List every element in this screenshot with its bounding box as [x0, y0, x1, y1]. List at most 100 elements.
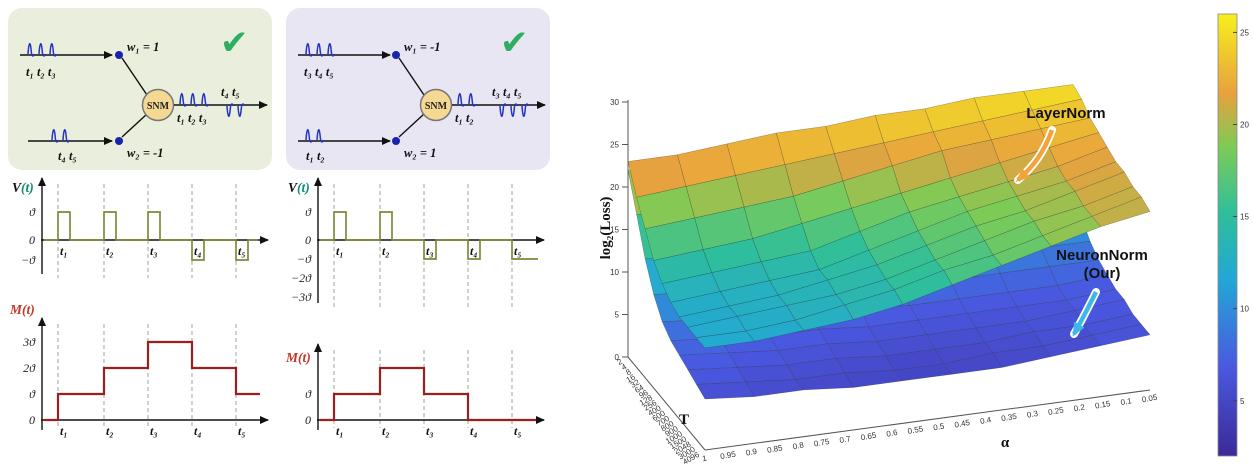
output-down-label: t₃ t₄ t₅: [492, 85, 522, 99]
plot-title: M(t): [9, 302, 35, 317]
panel-1-input-bottom: t₄ t₅ w₂ = -1: [28, 113, 163, 163]
alpha-tick-label: 1: [702, 454, 708, 464]
snm-node: SNM: [141, 88, 175, 122]
weight2-label: w₂ = -1: [127, 146, 163, 160]
colorbar-tick-label: 10: [1240, 305, 1249, 314]
snm-panel-1: ✔ t₁ t₂ t₃ w₁ = 1 t₄ t₅ w₂ = -1 SNM t₁ t…: [8, 8, 272, 170]
surface-cell: [818, 326, 878, 345]
connection-line: [121, 57, 148, 96]
surface-cell: [943, 352, 1003, 375]
neuronnorm-annotation: NeuronNorm: [1056, 247, 1148, 264]
x-tick-label: t₂: [106, 244, 114, 258]
surface-cell: [687, 367, 747, 385]
surface-cell: [827, 341, 887, 359]
z-tick-label: 30: [610, 98, 619, 107]
check-icon: ✔: [220, 23, 249, 63]
neuron-label: SNM: [425, 101, 448, 112]
alpha-tick-label: 0.7: [839, 434, 852, 445]
input-bottom-label: t₁ t₂: [306, 149, 325, 163]
colorbar-tick-label: 20: [1240, 121, 1249, 130]
alpha-tick-label: 0.2: [1073, 403, 1086, 414]
y-tick-label: −3ϑ: [291, 290, 312, 304]
t-tick-label: 2: [616, 357, 625, 367]
colorbar: 5 10 15 20 25: [1217, 13, 1249, 457]
synapse-dot: [115, 51, 123, 59]
x-tick-label: t₄: [470, 424, 478, 438]
x-tick-label: t₃: [426, 424, 434, 438]
x-tick-label: t₁: [60, 244, 68, 258]
layernorm-arrow-icon: [1015, 129, 1055, 182]
t-tick-label: 4: [620, 362, 629, 372]
x-tick-label: t₅: [514, 244, 522, 258]
z-tick-label: 15: [610, 226, 619, 235]
alpha-tick-label: 0.25: [1047, 405, 1064, 417]
x-tick-label: t₄: [194, 244, 202, 258]
z-tick-label: 5: [615, 311, 620, 320]
y-tick-label: 0: [305, 233, 311, 247]
z-tick-label: 20: [610, 183, 619, 192]
alpha-tick-label: 0.05: [1141, 393, 1158, 405]
y-tick-label: −2ϑ: [291, 271, 312, 285]
connection-line: [398, 57, 425, 96]
layernorm-annotation: LayerNorm: [1026, 105, 1105, 122]
alpha-tick-label: 0.4: [979, 415, 992, 426]
membrane-voltage-trace: [44, 211, 258, 261]
panel-2-input-bottom: t₁ t₂ w₂ = 1: [298, 113, 436, 163]
synapse-dot: [392, 51, 400, 59]
x-tick-label: t₅: [238, 244, 246, 258]
neuron-circle: [419, 88, 453, 122]
surface-cell: [844, 289, 904, 320]
surface-cell: [695, 330, 755, 349]
z-tick-label: 25: [610, 141, 619, 150]
neuron-label: SNM: [147, 101, 170, 112]
weight1-label: w₁ = -1: [404, 40, 440, 54]
surface-cell: [844, 370, 904, 388]
plot-title: V(t): [288, 180, 310, 195]
check-icon: ✔: [500, 23, 529, 63]
t-axis-label: T: [679, 412, 689, 428]
surface-cell: [835, 355, 895, 374]
x-tick-label: t₃: [150, 424, 158, 438]
colorbar-tick-label: 25: [1240, 28, 1249, 37]
plot-title: M(t): [285, 350, 311, 365]
output-up-label: t₁ t₂: [455, 111, 474, 125]
snm-panel-2: ✔ t₃ t₄ t₅ w₁ = -1 t₁ t₂ w₂ = 1 SNM t₁ t…: [286, 8, 550, 170]
neuronnorm-annotation: (Our): [1084, 265, 1121, 282]
x-tick-label: t₃: [150, 244, 158, 258]
memory-trace: [44, 340, 260, 422]
x-tick-label: t₁: [336, 244, 344, 258]
alpha-tick-label: 0.3: [1026, 409, 1039, 420]
alpha-tick-label: 0.85: [766, 443, 783, 455]
alpha-tick-label: 0.8: [792, 440, 805, 451]
alpha-tick-label: 0.65: [860, 431, 877, 443]
membrane-voltage-trace: [320, 211, 538, 260]
colorbar-gradient: [1217, 13, 1238, 457]
synapse-dot: [115, 137, 123, 145]
surface-layernorm: [627, 84, 1151, 349]
alpha-tick-label: 0.15: [1094, 399, 1111, 411]
surface-cell: [943, 254, 1003, 286]
synapse-dot: [392, 137, 400, 145]
panel-1-background: [8, 8, 272, 170]
y-tick-label: ϑ: [305, 387, 312, 401]
surface-cell: [893, 269, 953, 305]
surface-cell: [728, 350, 788, 368]
input-bottom-label: t₄ t₅: [58, 149, 77, 163]
y-tick-label: ϑ: [29, 205, 36, 219]
x-tick-label: t₂: [382, 424, 390, 438]
surface-cell: [678, 352, 738, 371]
z-axis-label: log₂(Loss): [600, 197, 614, 260]
y-tick-label: −ϑ: [297, 252, 312, 266]
y-tick-label: 3ϑ: [22, 335, 36, 349]
alpha-tick-label: 0.1: [1120, 396, 1133, 407]
panel-2-input-top: t₃ t₄ t₅ w₁ = -1: [298, 40, 440, 96]
y-tick-label: −ϑ: [21, 253, 36, 267]
z-axis: 0 5 10 15 20 25 30 log₂(Loss): [600, 98, 629, 362]
colorbar-tick-label: 15: [1240, 213, 1249, 222]
y-tick-label: 0: [29, 233, 35, 247]
x-tick-label: t₁: [60, 424, 68, 438]
z-tick-label: 0: [615, 353, 620, 362]
neuronnorm-arrow-icon: [1072, 290, 1099, 337]
annotations: LayerNorm NeuronNorm(Our): [1014, 105, 1148, 338]
